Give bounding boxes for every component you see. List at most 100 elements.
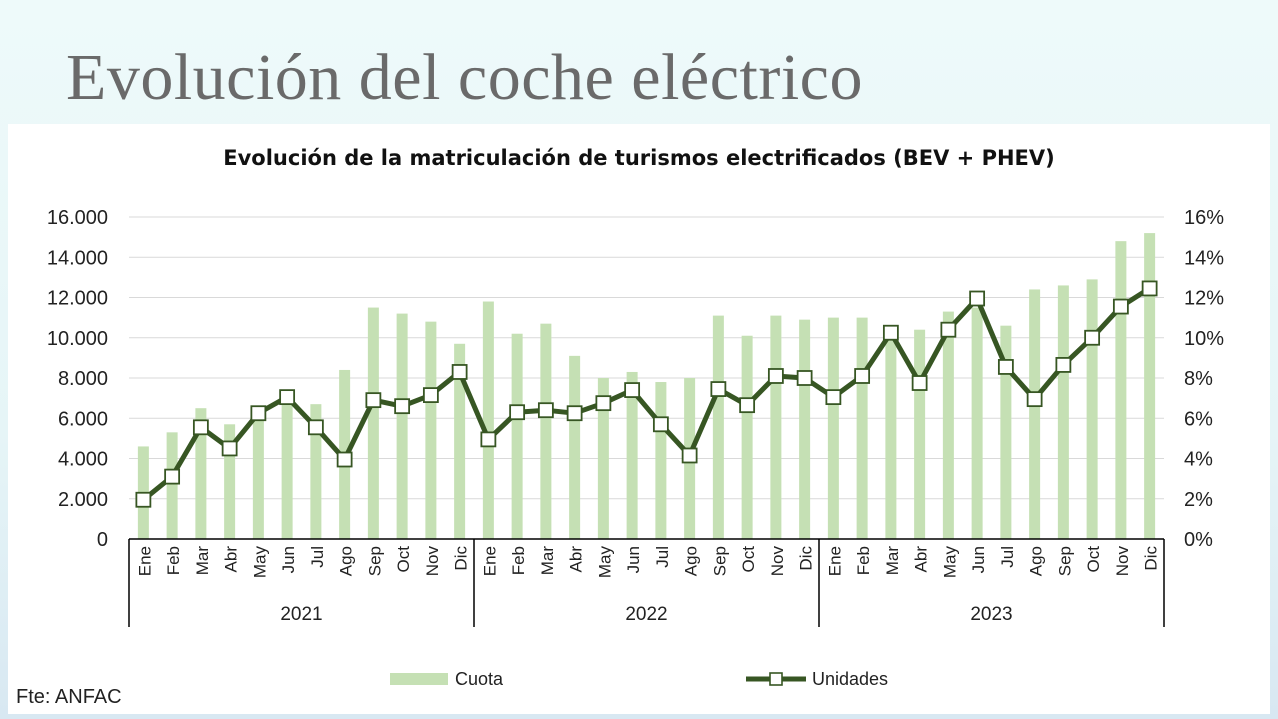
x-tick-label: Dic: [452, 546, 471, 571]
point-unidades: [537, 402, 554, 419]
bar-cuota: [396, 313, 408, 539]
bar-cuota: [1000, 325, 1012, 539]
x-tick-label: May: [940, 546, 959, 579]
y-left-tick-label: 4.000: [58, 449, 108, 471]
y-right-tick-label: 14%: [1184, 247, 1224, 269]
y-left-tick-label: 0: [97, 529, 108, 551]
bar-cuota: [1029, 289, 1041, 539]
bar-cuota: [511, 333, 523, 539]
y-right-tick-label: 2%: [1184, 489, 1213, 511]
point-unidades: [451, 364, 468, 380]
x-tick-label: Sep: [710, 546, 729, 576]
x-group-label: 2023: [970, 604, 1012, 625]
x-tick-label: Nov: [423, 546, 442, 577]
legend-marker-unidades: [769, 672, 783, 686]
x-tick-label: Abr: [912, 546, 931, 573]
point-unidades: [997, 359, 1014, 375]
bar-cuota: [425, 321, 437, 539]
x-tick-label: Ene: [135, 546, 154, 576]
point-unidades: [279, 389, 296, 406]
source-note: Fte: ANFAC: [16, 686, 122, 708]
x-tick-label: Feb: [509, 546, 528, 575]
bar-cuota: [1086, 279, 1098, 539]
legend-label-cuota: Cuota: [455, 669, 504, 689]
y-left-tick-label: 2.000: [58, 489, 108, 511]
bar-cuota: [1144, 233, 1156, 539]
point-unidades: [1141, 280, 1158, 297]
x-tick-label: Jun: [969, 546, 988, 573]
x-tick-label: Feb: [164, 546, 183, 575]
legend-swatch-cuota: [390, 673, 448, 685]
x-tick-label: Oct: [394, 546, 413, 573]
point-unidades: [739, 397, 756, 414]
x-tick-label: Ago: [337, 546, 356, 576]
x-tick-label: Oct: [739, 546, 758, 573]
bar-cuota: [454, 343, 466, 539]
x-tick-label: Sep: [1055, 546, 1074, 576]
x-tick-label: Mar: [883, 546, 902, 576]
point-unidades: [652, 416, 669, 433]
y-right-tick-label: 6%: [1184, 408, 1213, 430]
x-tick-label: Abr: [222, 546, 241, 573]
x-tick-label: Ago: [682, 546, 701, 576]
bar-cuota: [310, 404, 322, 539]
x-tick-label: Jul: [998, 546, 1017, 568]
x-group-label: 2022: [625, 604, 667, 625]
y-left-tick-label: 8.000: [58, 368, 108, 390]
bar-cuota: [1057, 285, 1069, 539]
bar-cuota: [597, 378, 609, 539]
bar-cuota: [942, 311, 954, 539]
point-unidades: [1112, 298, 1129, 315]
y-right-tick-label: 12%: [1184, 288, 1224, 310]
x-group-label: 2021: [280, 604, 322, 625]
point-unidades: [1026, 391, 1043, 408]
point-unidades: [480, 431, 497, 448]
bar-cuota: [712, 315, 724, 539]
point-unidades: [624, 382, 641, 398]
x-tick-label: May: [250, 546, 269, 579]
x-tick-label: Jun: [279, 546, 298, 573]
bar-cuota: [655, 382, 667, 539]
bar-cuota: [224, 424, 236, 539]
x-tick-label: Jul: [308, 546, 327, 568]
slide-title: Evolución del coche eléctrico: [66, 41, 863, 114]
bar-cuota: [856, 317, 868, 539]
bar-cuota: [770, 315, 782, 539]
x-tick-label: Dic: [1142, 546, 1161, 571]
x-tick-label: Sep: [365, 546, 384, 576]
point-unidades: [250, 405, 267, 422]
bar-cuota: [195, 408, 207, 539]
x-tick-label: Oct: [1084, 546, 1103, 573]
point-unidades: [1084, 329, 1101, 346]
x-tick-label: Feb: [854, 546, 873, 575]
bar-cuota: [626, 371, 638, 539]
point-unidades: [882, 324, 899, 341]
bar-cuota: [1115, 241, 1127, 539]
bar-cuota: [827, 317, 839, 539]
bar-cuota: [569, 355, 581, 539]
point-unidades: [509, 404, 526, 421]
x-tick-label: May: [595, 546, 614, 579]
chart-title: Evolución de la matriculación de turismo…: [223, 146, 1055, 170]
x-tick-label: Jun: [624, 546, 643, 573]
bar-cuota: [540, 323, 552, 539]
point-unidades: [595, 395, 612, 412]
bar-cuota: [799, 319, 811, 539]
y-left-tick-label: 6.000: [58, 408, 108, 430]
y-right-tick-label: 8%: [1184, 368, 1213, 390]
bar-cuota: [367, 307, 379, 539]
y-left-tick-label: 10.000: [47, 328, 108, 350]
x-tick-label: Abr: [567, 546, 586, 573]
legend-label-unidades: Unidades: [812, 669, 888, 689]
y-left-tick-label: 12.000: [47, 288, 108, 310]
bar-cuota: [741, 335, 753, 539]
bar-cuota: [914, 329, 926, 539]
bar-cuota: [885, 337, 897, 539]
x-tick-label: Mar: [538, 546, 557, 576]
x-tick-label: Nov: [768, 546, 787, 577]
point-unidades: [969, 290, 986, 307]
x-tick-label: Nov: [1113, 546, 1132, 577]
point-unidades: [307, 419, 324, 436]
y-left-tick-label: 16.000: [47, 207, 108, 229]
